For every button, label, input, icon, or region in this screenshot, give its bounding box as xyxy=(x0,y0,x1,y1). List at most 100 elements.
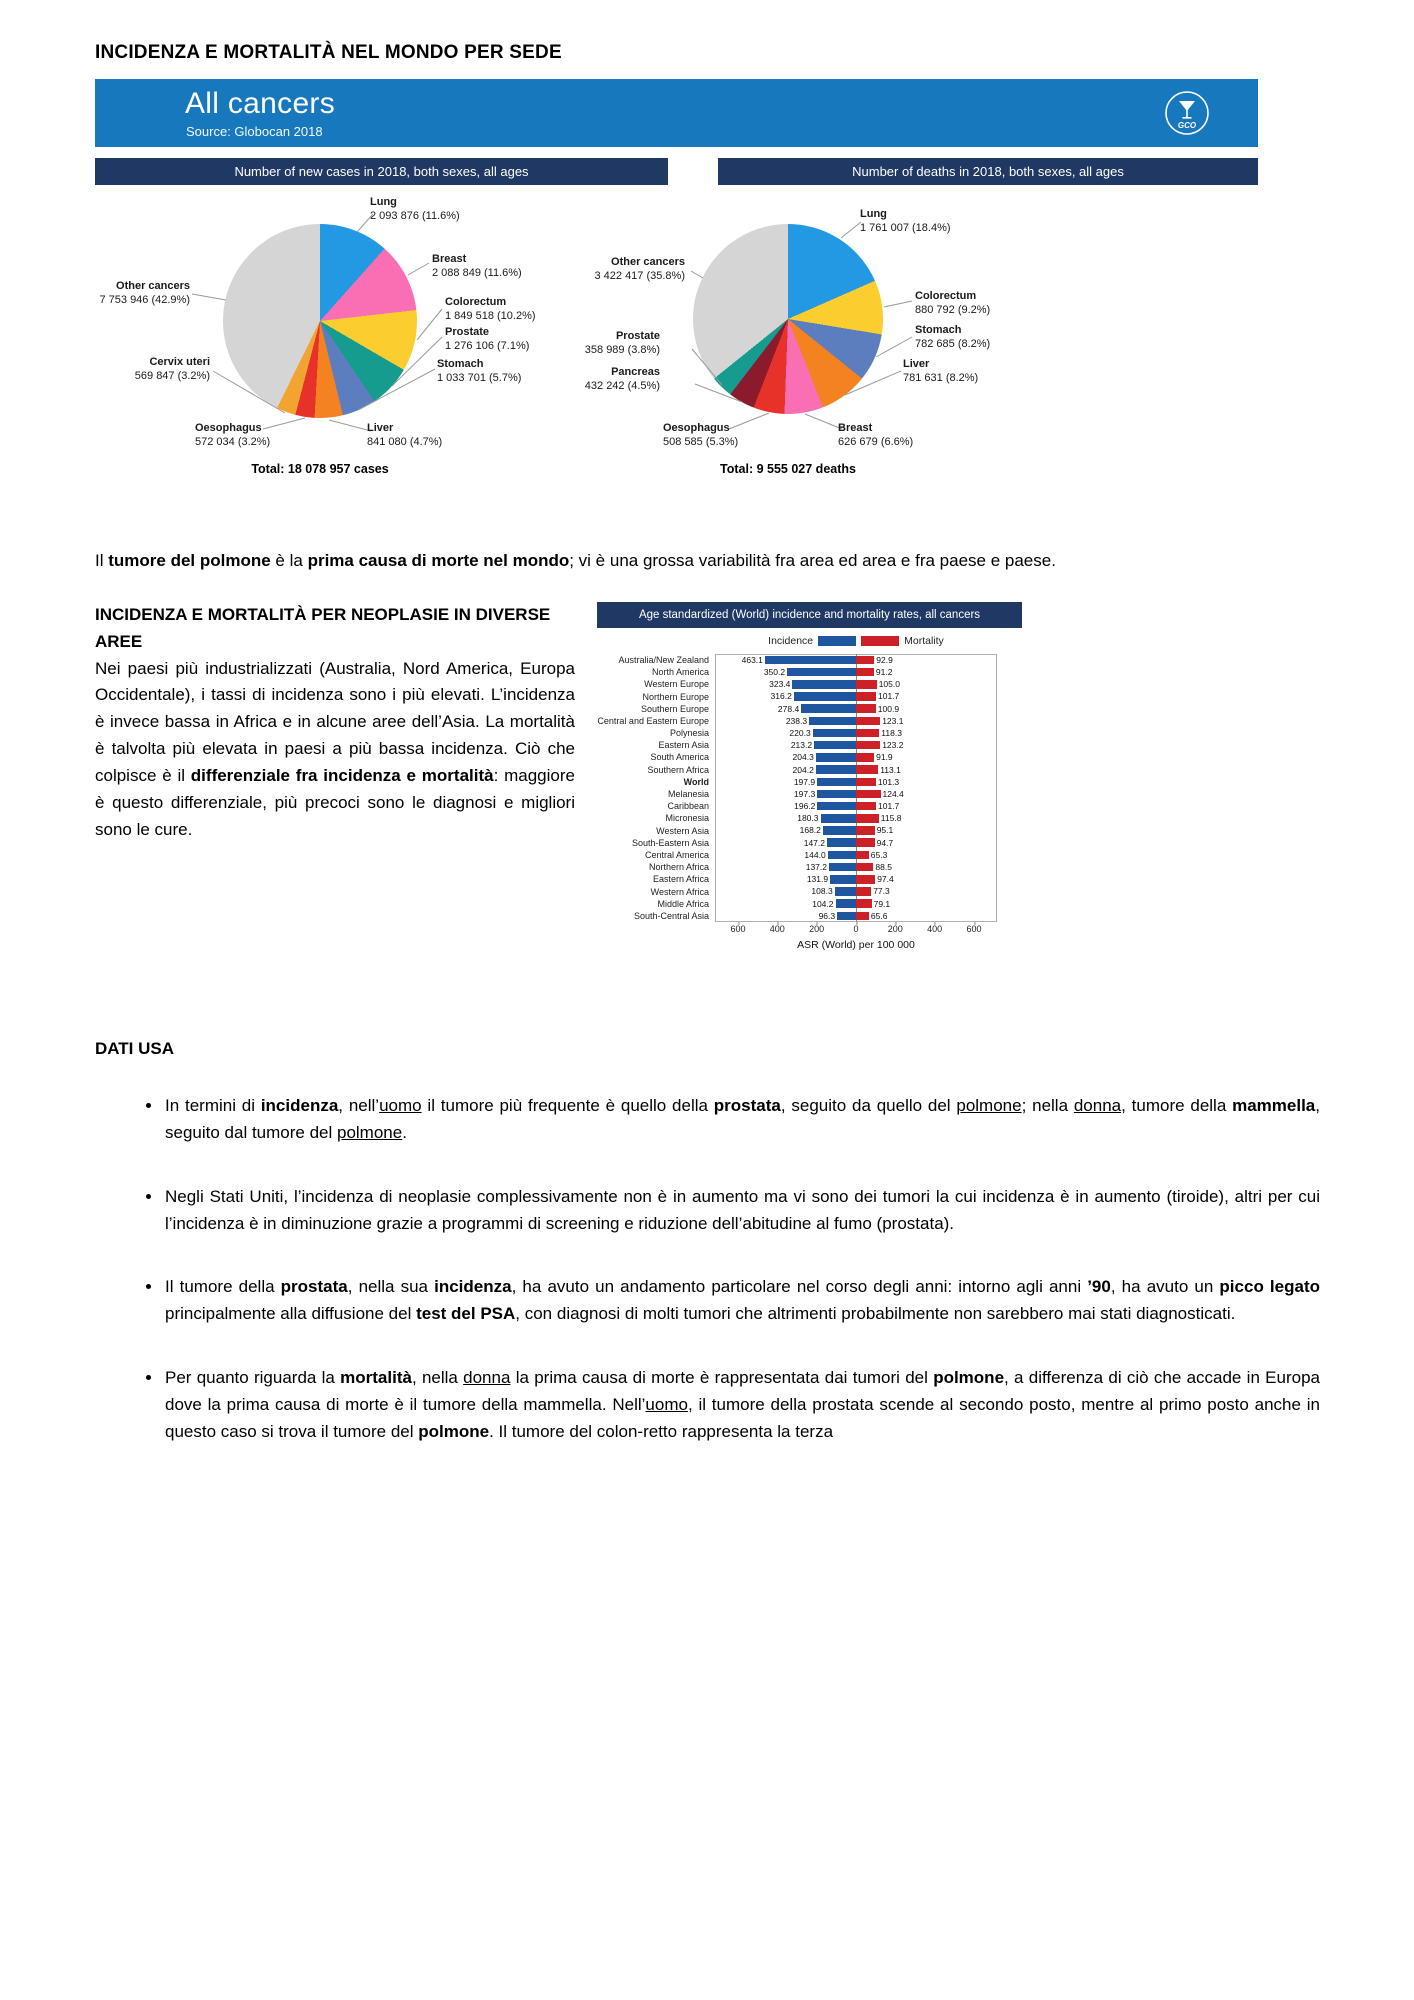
asr-category-label: Central and Eastern Europe xyxy=(597,715,709,726)
asr-plot-cell: 238.3 123.1 xyxy=(715,715,997,727)
incidence-value: 323.4 xyxy=(769,679,791,690)
deaths-pie-chart xyxy=(693,224,883,414)
asr-category-label: South-Central Asia xyxy=(633,910,709,921)
incidence-bar xyxy=(834,887,856,896)
asr-category-label: Northern Europe xyxy=(642,691,709,702)
incidence-bar xyxy=(817,789,856,799)
mortality-value: 124.4 xyxy=(882,788,904,799)
mortality-value: 91.9 xyxy=(876,752,893,763)
asr-row: Northern Africa 137.2 88.5 xyxy=(597,861,1022,873)
incidence-bar xyxy=(830,875,856,884)
mortality-bar xyxy=(856,801,876,811)
incidence-value: 204.2 xyxy=(792,764,814,775)
asr-chart-column: Age standardized (World) incidence and m… xyxy=(597,601,1320,951)
incidence-bar xyxy=(837,911,856,921)
asr-category-label: Central America xyxy=(644,849,709,860)
asr-row: South America 204.3 91.9 xyxy=(597,751,1022,763)
mortality-value: 101.7 xyxy=(878,691,900,702)
pie-label-deaths-colorectum: Colorectum 880 792 (9.2%) xyxy=(915,290,991,317)
incidence-value: 108.3 xyxy=(811,886,833,897)
mortality-value: 97.4 xyxy=(877,874,894,885)
mortality-value: 65.6 xyxy=(870,910,888,921)
asr-plot-cell: 96.3 65.6 xyxy=(715,910,997,922)
axis-tick: 200 xyxy=(887,921,903,934)
pie-label-cases-stomach: Stomach 1 033 701 (5.7%) xyxy=(437,358,522,385)
asr-plot-cell: 168.2 95.1 xyxy=(715,824,997,836)
incidence-bar xyxy=(820,814,856,823)
figure-title: All cancers xyxy=(185,87,336,120)
asr-plot-cell: 213.2 123.2 xyxy=(715,739,997,751)
asr-category-label: South-Eastern Asia xyxy=(631,837,709,848)
asr-category-label: Eastern Africa xyxy=(652,874,709,885)
asr-category-label: Eastern Asia xyxy=(658,740,709,751)
globocan-figure: All cancers Source: Globocan 2018 GCO Nu… xyxy=(95,79,1320,494)
asr-plot-cell: 463.1 92.9 xyxy=(715,654,997,666)
incidence-value: 197.3 xyxy=(793,788,816,799)
incidence-value: 463.1 xyxy=(741,654,763,665)
axis-tick: 400 xyxy=(927,921,943,934)
lead-paragraph: Il tumore del polmone è la prima causa d… xyxy=(95,551,1056,570)
mortality-value: 65.3 xyxy=(870,849,888,860)
pie-label-cases-other: Other cancers 7 753 946 (42.9%) xyxy=(99,280,190,307)
incidence-bar xyxy=(817,777,856,787)
asr-row: Central and Eastern Europe 238.3 123.1 xyxy=(597,715,1022,727)
asr-category-label: North America xyxy=(651,667,709,678)
asr-plot-cell: 350.2 91.2 xyxy=(715,666,997,678)
mortality-bar xyxy=(856,680,877,689)
mortality-bar xyxy=(856,765,879,774)
asr-row: Caribbean 196.2 101.7 xyxy=(597,800,1022,812)
deaths-panel-header: Number of deaths in 2018, both sexes, al… xyxy=(718,158,1258,185)
asr-row: World 197.9 101.3 xyxy=(597,776,1022,788)
asr-row: North America 350.2 91.2 xyxy=(597,666,1022,678)
asr-plot-cell: 316.2 101.7 xyxy=(715,690,997,702)
areas-heading: INCIDENZA E MORTALITÀ PER NEOPLASIE IN D… xyxy=(95,604,551,651)
incidence-bar xyxy=(827,838,856,847)
asr-row: Western Europe 323.4 105.0 xyxy=(597,678,1022,690)
pie-label-deaths-breast: Breast 626 679 (6.6%) xyxy=(838,422,914,449)
mortality-bar xyxy=(856,789,881,799)
figure-source: Source: Globocan 2018 xyxy=(186,124,323,139)
incidence-bar xyxy=(801,704,856,713)
asr-plot-cell: 131.9 97.4 xyxy=(715,873,997,885)
deaths-total: Total: 9 555 027 deaths xyxy=(720,462,856,476)
asr-category-label: Southern Europe xyxy=(640,703,709,714)
incidence-value: 238.3 xyxy=(785,715,808,726)
asr-plot-cell: 144.0 65.3 xyxy=(715,849,997,861)
asr-row: Central America 144.0 65.3 xyxy=(597,849,1022,861)
legend-mortality-label: Mortality xyxy=(904,634,944,647)
incidence-value: 180.3 xyxy=(797,813,819,824)
asr-x-axis: 600 400 200 0 200 400 600 xyxy=(715,921,997,936)
incidence-bar xyxy=(829,862,856,872)
areas-section: INCIDENZA E MORTALITÀ PER NEOPLASIE IN D… xyxy=(95,601,1320,951)
usa-bullet-list: In termini di incidenza, nell’uomo il tu… xyxy=(95,1093,1320,1446)
mortality-value: 113.1 xyxy=(880,764,901,775)
asr-plot-cell: 204.3 91.9 xyxy=(715,751,997,763)
mortality-bar xyxy=(856,826,875,835)
pie-label-cases-liver: Liver 841 080 (4.7%) xyxy=(367,422,443,449)
butterfly-rows: Australia/New Zealand 463.1 92.9 North Amer… xyxy=(597,653,1022,922)
incidence-value: 104.2 xyxy=(812,898,834,909)
mortality-value: 123.1 xyxy=(882,715,904,726)
cases-panel-header: Number of new cases in 2018, both sexes,… xyxy=(95,158,668,185)
mortality-value: 95.1 xyxy=(876,825,894,836)
cases-total: Total: 18 078 957 cases xyxy=(251,462,389,476)
asr-x-label: ASR (World) per 100 000 xyxy=(797,938,915,951)
incidence-value: 197.9 xyxy=(793,776,816,787)
asr-plot-cell: 323.4 105.0 xyxy=(715,678,997,690)
usa-bullet-1: In termini di incidenza, nell’uomo il tu… xyxy=(163,1093,1320,1147)
page-title: INCIDENZA E MORTALITÀ NEL MONDO PER SEDE xyxy=(95,42,562,63)
asr-legend: Incidence Mortality xyxy=(715,635,997,647)
incidence-value: 144.0 xyxy=(804,849,826,860)
asr-row: Northern Europe 316.2 101.7 xyxy=(597,690,1022,702)
mortality-bar xyxy=(856,777,876,787)
incidence-value: 278.4 xyxy=(777,703,800,714)
mortality-bar xyxy=(856,911,869,921)
asr-category-label: Middle Africa xyxy=(657,898,709,909)
mortality-bar xyxy=(856,667,874,677)
incidence-value: 137.2 xyxy=(805,862,827,873)
asr-category-label: Caribbean xyxy=(667,801,709,812)
incidence-bar xyxy=(793,692,856,701)
asr-row: Western Africa 108.3 77.3 xyxy=(597,885,1022,897)
incidence-value: 196.2 xyxy=(794,801,816,812)
